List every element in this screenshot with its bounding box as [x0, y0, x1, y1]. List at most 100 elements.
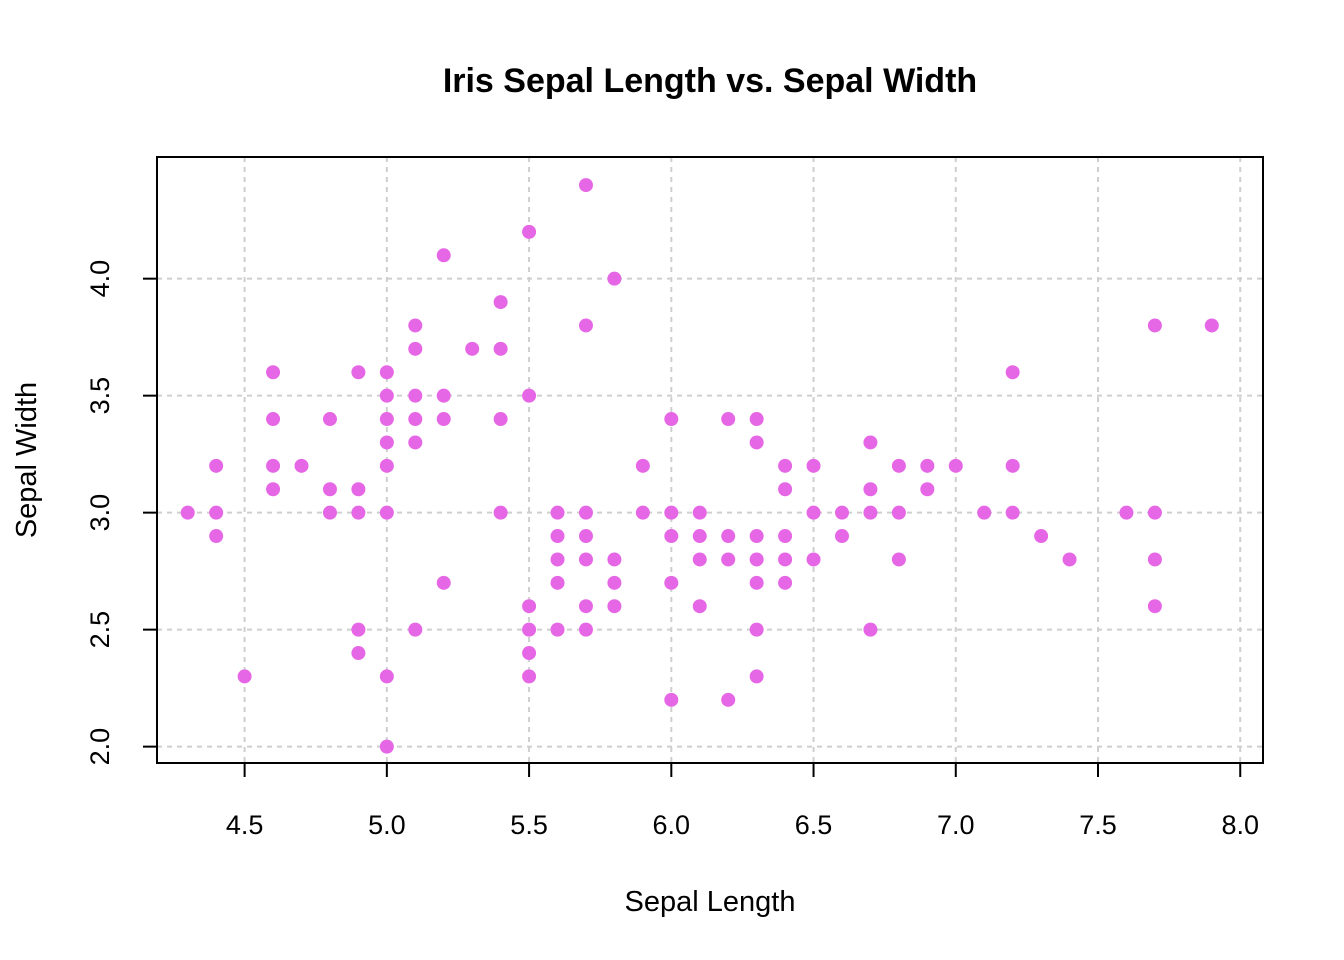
data-point [920, 458, 935, 473]
data-point [493, 341, 508, 356]
data-point [806, 458, 821, 473]
x-tick-label: 6.5 [795, 810, 833, 840]
data-point [550, 505, 565, 520]
data-point [209, 505, 224, 520]
data-point [834, 505, 849, 520]
data-point [948, 458, 963, 473]
data-point [863, 482, 878, 497]
data-point [1147, 599, 1162, 614]
data-point [834, 529, 849, 544]
data-point [1034, 529, 1049, 544]
data-point [493, 505, 508, 520]
data-point [322, 505, 337, 520]
data-point [379, 388, 394, 403]
data-point [721, 552, 736, 567]
data-point [863, 622, 878, 637]
data-point [522, 388, 537, 403]
data-points [180, 178, 1219, 754]
data-point [664, 412, 679, 427]
x-tick-label: 5.0 [368, 810, 406, 840]
data-point [692, 529, 707, 544]
data-point [436, 575, 451, 590]
data-point [408, 341, 423, 356]
data-point [891, 552, 906, 567]
data-point [664, 505, 679, 520]
data-point [379, 435, 394, 450]
data-point [522, 224, 537, 239]
y-tick-label: 3.5 [85, 377, 115, 415]
data-point [607, 575, 622, 590]
data-point [379, 365, 394, 380]
y-tick-label: 2.5 [85, 611, 115, 649]
data-point [351, 505, 366, 520]
y-tick-label: 3.0 [85, 494, 115, 532]
data-point [664, 529, 679, 544]
data-point [578, 178, 593, 193]
data-point [550, 575, 565, 590]
data-point [749, 622, 764, 637]
data-point [721, 692, 736, 707]
data-point [237, 669, 252, 684]
data-point [749, 575, 764, 590]
data-point [607, 271, 622, 286]
data-point [778, 482, 793, 497]
data-point [578, 622, 593, 637]
data-point [891, 505, 906, 520]
data-point [550, 552, 565, 567]
data-point [379, 669, 394, 684]
data-point [408, 318, 423, 333]
data-point [1147, 505, 1162, 520]
data-point [408, 622, 423, 637]
x-axis: 4.5 5.0 5.5 6.0 6.5 7.0 7.5 8.0 [226, 763, 1259, 840]
data-point [1119, 505, 1134, 520]
data-point [522, 669, 537, 684]
data-point [578, 505, 593, 520]
data-point [578, 318, 593, 333]
data-point [322, 482, 337, 497]
data-point [863, 435, 878, 450]
data-point [465, 341, 480, 356]
data-point [522, 599, 537, 614]
data-point [635, 458, 650, 473]
data-point [1204, 318, 1219, 333]
data-point [209, 458, 224, 473]
data-point [522, 622, 537, 637]
data-point [351, 646, 366, 661]
data-point [578, 599, 593, 614]
data-point [778, 552, 793, 567]
data-point [550, 529, 565, 544]
data-point [977, 505, 992, 520]
data-point [436, 412, 451, 427]
x-tick-label: 7.0 [937, 810, 975, 840]
data-point [180, 505, 195, 520]
chart-title: Iris Sepal Length vs. Sepal Width [443, 62, 977, 100]
data-point [721, 529, 736, 544]
data-point [351, 482, 366, 497]
data-point [749, 552, 764, 567]
plot-frame [156, 156, 1264, 764]
data-point [607, 599, 622, 614]
data-point [408, 435, 423, 450]
data-point [1147, 318, 1162, 333]
data-point [322, 412, 337, 427]
x-tick-label: 8.0 [1221, 810, 1259, 840]
data-point [806, 505, 821, 520]
data-point [778, 529, 793, 544]
data-point [692, 505, 707, 520]
data-point [209, 529, 224, 544]
data-point [920, 482, 935, 497]
data-point [408, 388, 423, 403]
data-point [664, 692, 679, 707]
x-tick-label: 7.5 [1079, 810, 1117, 840]
data-point [778, 575, 793, 590]
data-point [607, 552, 622, 567]
data-point [692, 552, 707, 567]
y-axis: 2.0 2.5 3.0 3.5 4.0 [85, 260, 157, 765]
data-point [1147, 552, 1162, 567]
data-point [635, 505, 650, 520]
data-point [351, 365, 366, 380]
data-point [578, 552, 593, 567]
y-tick-label: 4.0 [85, 260, 115, 298]
data-point [1005, 365, 1020, 380]
data-point [749, 435, 764, 450]
